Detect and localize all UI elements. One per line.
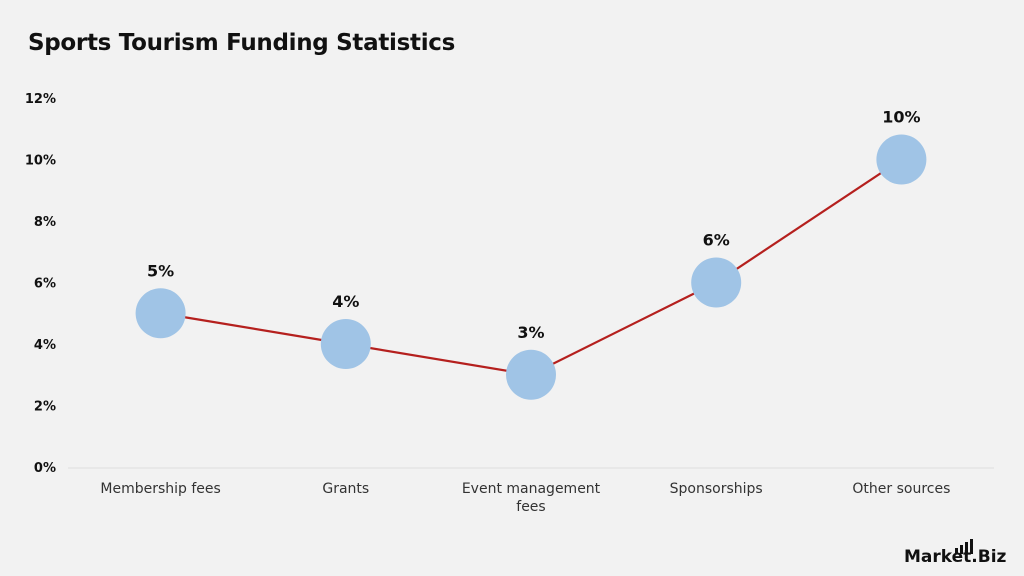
data-label: 10%: [882, 108, 920, 127]
brand-dot: .: [971, 547, 977, 567]
x-tick-label: Membership fees: [100, 481, 220, 497]
data-point-marker: [691, 257, 742, 308]
x-tick-label: fees: [516, 499, 545, 515]
x-tick-label: Other sources: [852, 481, 950, 497]
data-point-marker: [135, 288, 186, 339]
data-label: 4%: [332, 292, 359, 311]
data-point-marker: [320, 319, 371, 369]
y-tick-label: 4%: [34, 338, 56, 353]
chart-title: Sports Tourism Funding Statistics: [28, 30, 456, 56]
data-point-marker: [876, 134, 927, 185]
data-label: 6%: [703, 231, 730, 250]
brand-name-part2: Biz: [978, 547, 1007, 567]
y-tick-label: 10%: [25, 154, 56, 169]
data-point-marker: [506, 349, 556, 400]
x-tick-label: Grants: [322, 481, 369, 497]
series-line: [160, 158, 903, 376]
svg-text:Market.Biz: Market.Biz: [904, 547, 1007, 567]
x-tick-label: Sponsorships: [670, 481, 763, 497]
y-tick-label: 8%: [34, 215, 56, 230]
brand-logo: Market.Biz: [904, 539, 1007, 567]
x-tick-label: Event management: [462, 481, 601, 497]
y-tick-label: 6%: [34, 277, 56, 292]
data-label: 5%: [147, 261, 174, 280]
bar-chart-icon: [955, 539, 973, 554]
y-tick-label: 12%: [25, 92, 56, 107]
y-tick-label: 2%: [34, 400, 56, 415]
data-label: 3%: [517, 323, 544, 342]
brand-name-part1: Market: [904, 547, 971, 567]
y-tick-label: 0%: [34, 461, 56, 476]
